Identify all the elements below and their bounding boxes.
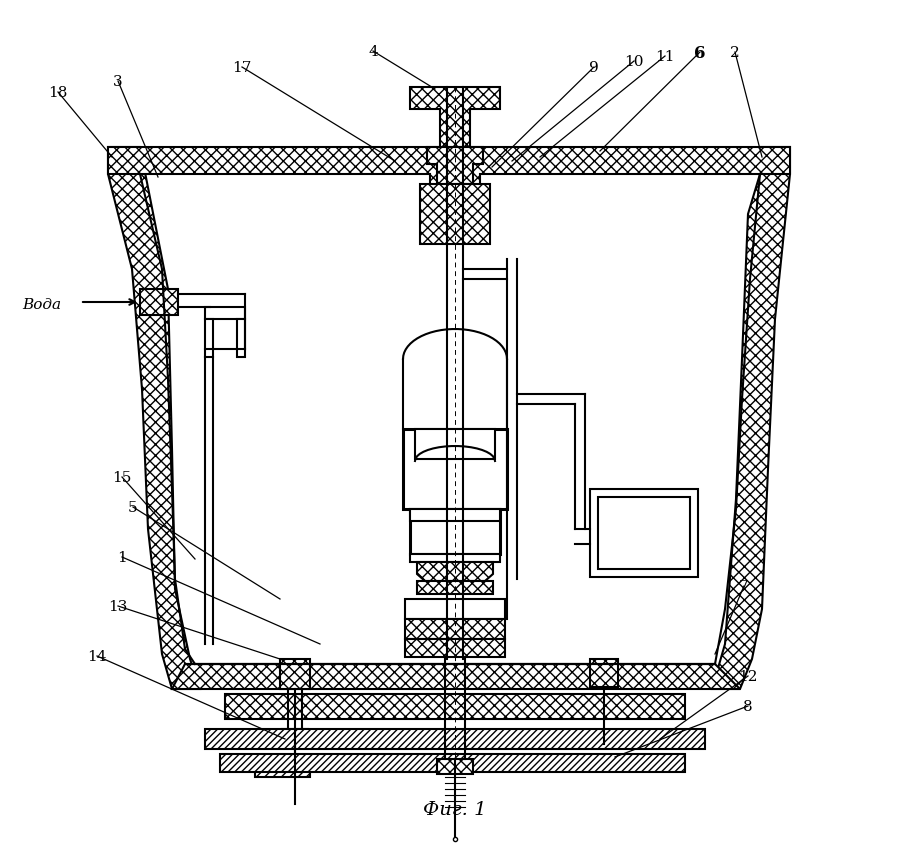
Text: 2: 2 [730,46,740,60]
Bar [598,497,690,570]
Polygon shape [420,185,490,245]
Bar [415,430,495,459]
Text: 8: 8 [743,699,752,713]
Text: 10: 10 [625,55,643,69]
Bar [405,599,505,619]
Polygon shape [712,148,790,690]
Bar [225,694,685,719]
Bar [255,759,310,777]
Bar [590,659,618,687]
Bar [225,694,685,719]
Text: 6: 6 [694,45,706,62]
Bar [220,754,685,772]
Bar [205,729,705,749]
Polygon shape [405,639,505,657]
Text: 15: 15 [112,470,131,484]
Text: 11: 11 [655,50,675,64]
Polygon shape [427,148,483,185]
Bar [280,659,310,690]
Text: 12: 12 [738,669,758,683]
Polygon shape [108,148,200,690]
Bar [590,659,618,687]
Text: 4: 4 [368,45,378,59]
Text: 13: 13 [108,599,128,614]
Polygon shape [417,582,493,594]
Bar [437,759,473,774]
Bar [282,729,308,744]
Bar [410,510,500,522]
Polygon shape [410,88,500,148]
Bar [410,510,500,555]
Bar [437,759,473,774]
Bar [590,490,698,577]
Bar [437,225,473,243]
Bar [205,307,245,320]
Text: 3: 3 [113,75,122,89]
Bar [237,320,245,358]
Text: 7: 7 [739,579,749,593]
Bar [205,320,213,358]
Polygon shape [108,148,790,197]
Text: 9: 9 [590,61,598,75]
Text: Фиг. 1: Фиг. 1 [423,800,487,818]
Bar [220,754,685,772]
Bar [282,729,308,744]
Bar [205,729,705,749]
Text: 14: 14 [87,649,107,663]
Bar [280,659,310,690]
Polygon shape [417,562,493,582]
Polygon shape [172,664,740,690]
Text: 1: 1 [117,550,127,565]
Bar [410,555,500,562]
Text: 17: 17 [232,61,252,75]
Text: Вода: Вода [22,298,61,311]
Text: 5: 5 [128,500,138,514]
Bar [140,289,178,316]
Bar [140,289,178,316]
Bar [435,195,475,217]
Text: 18: 18 [49,86,68,100]
Polygon shape [405,619,505,639]
Bar [255,759,310,777]
Bar [403,430,507,510]
